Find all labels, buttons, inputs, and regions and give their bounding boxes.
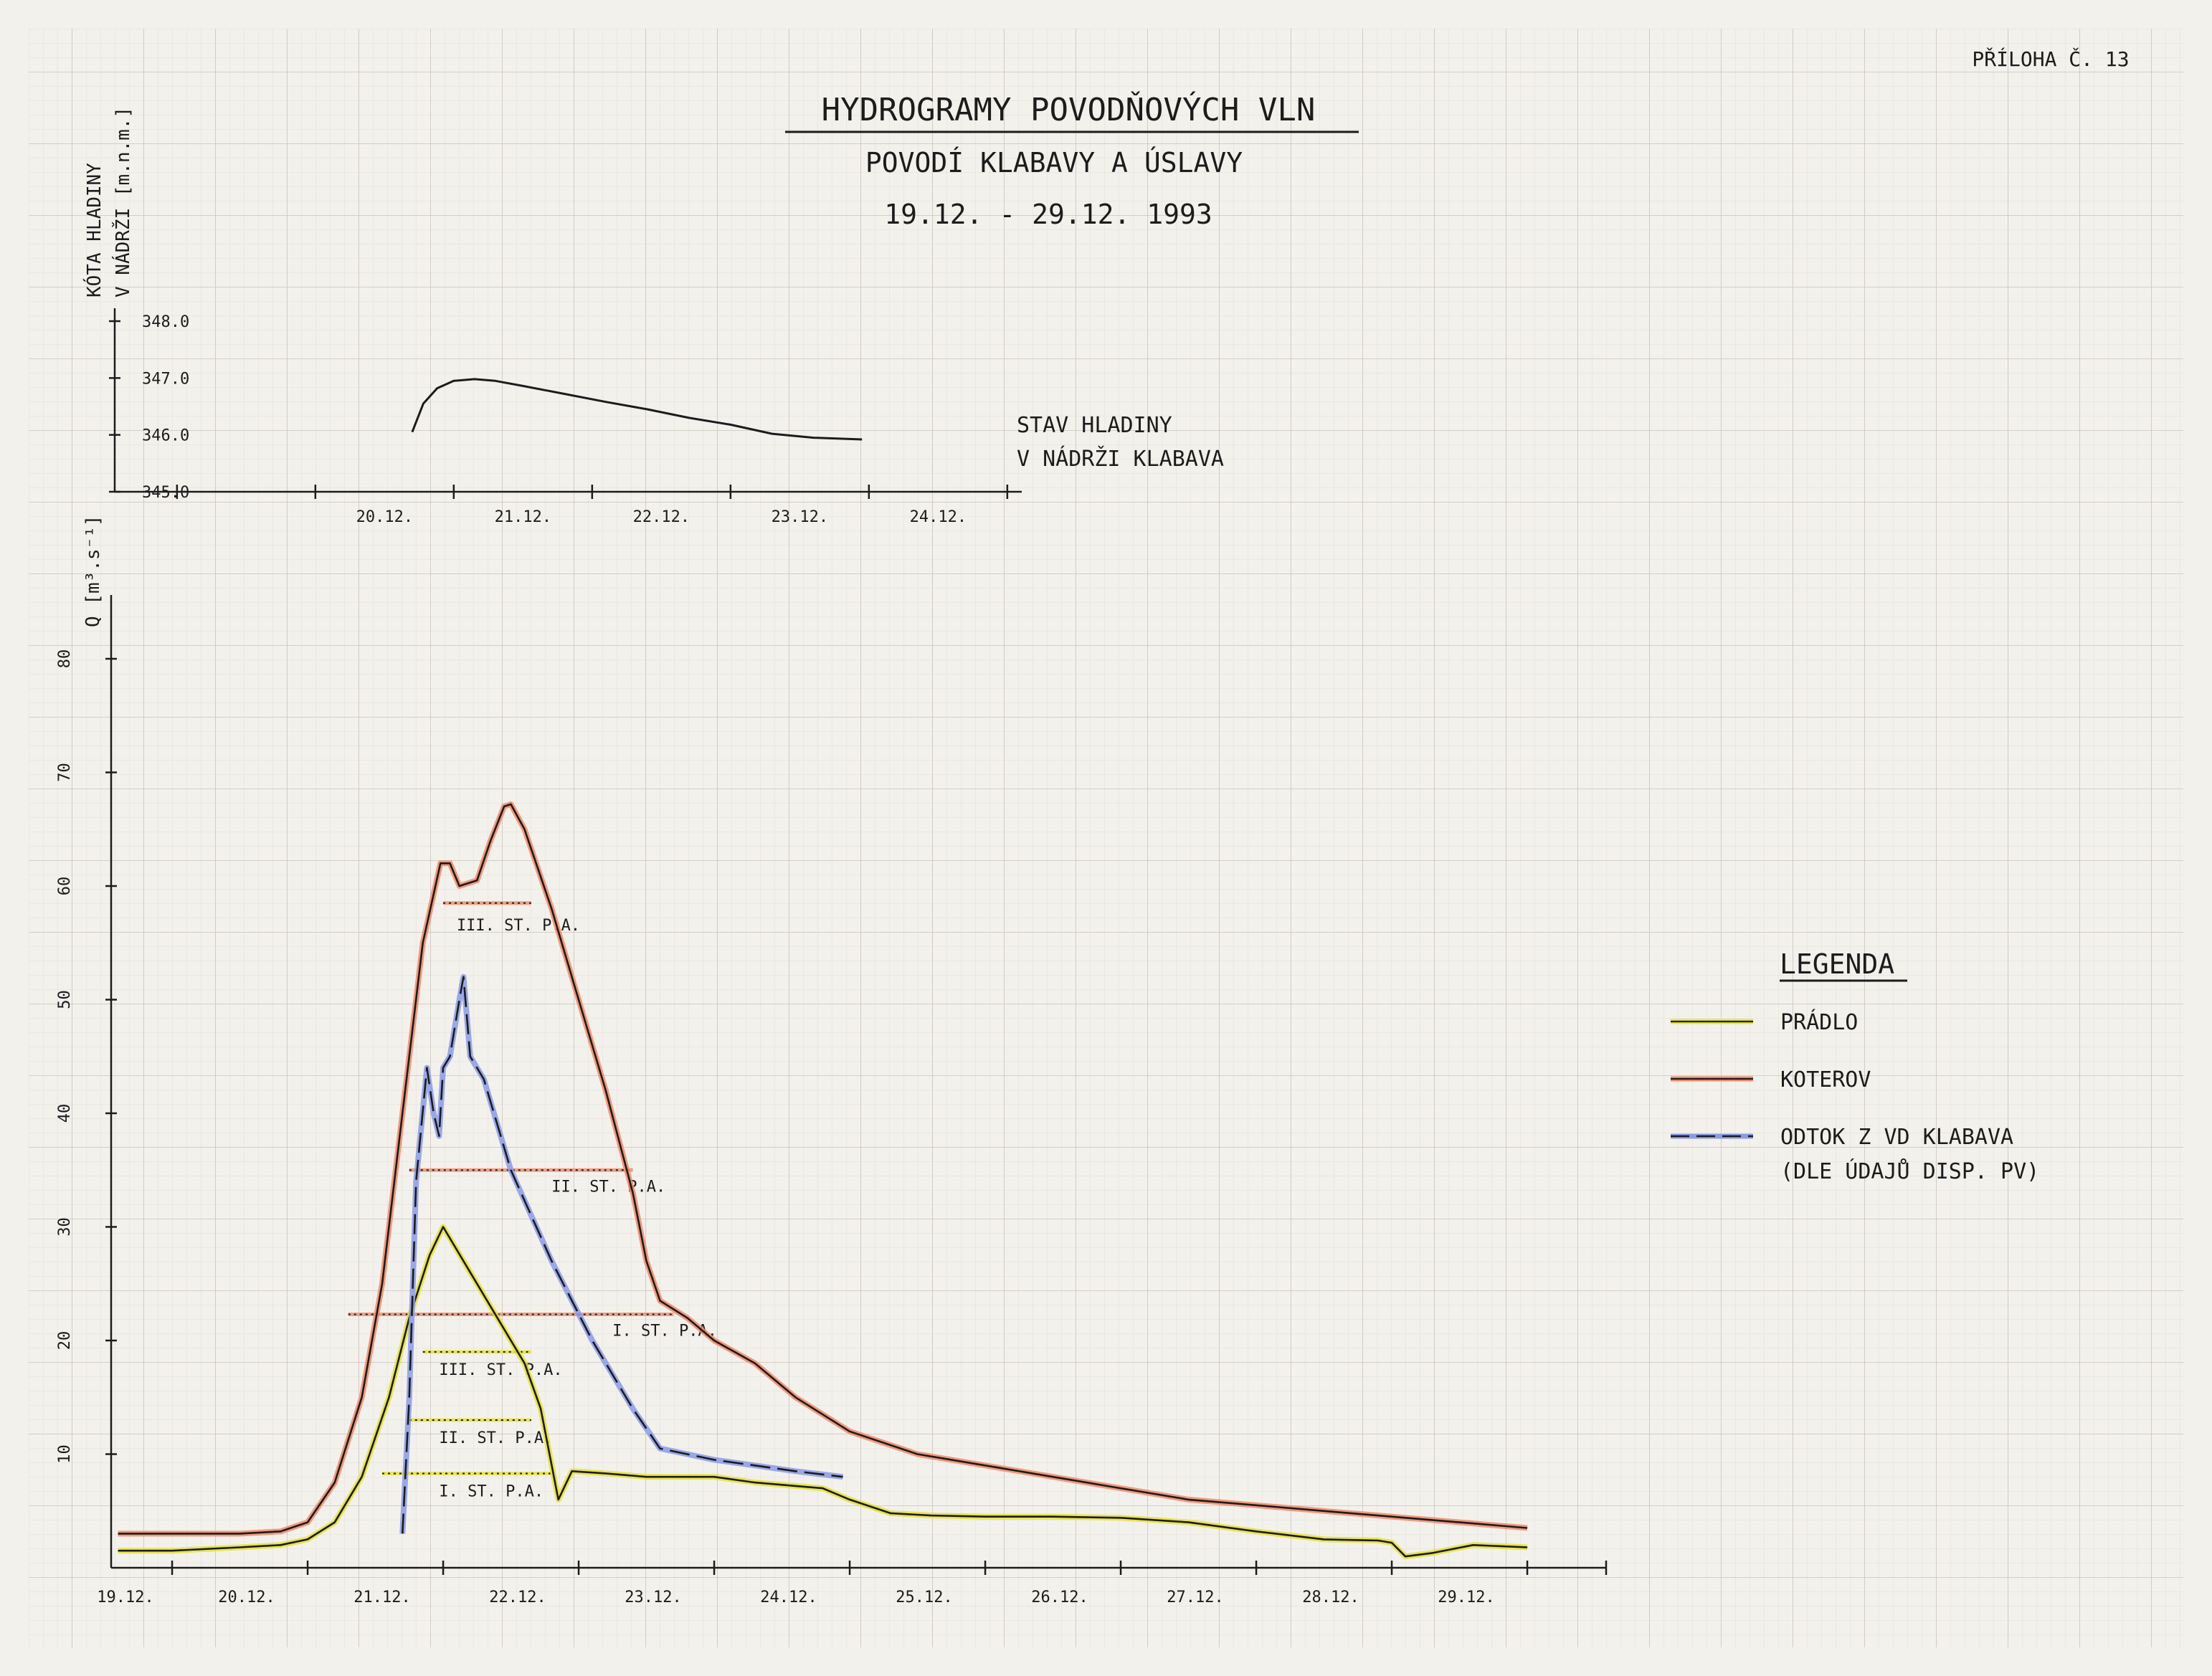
main-chart-ylabel: Q [m³.s⁻¹] — [82, 515, 104, 627]
top-ytick-label: 347.0 — [142, 370, 189, 388]
reservoir-level-chart: 345.0 346.0 347.0 348.0 20.12. 21.12. 22.12. 23… — [109, 308, 1022, 526]
main-xtick-label: 19.12. — [97, 1589, 153, 1606]
series-line-klabava — [402, 976, 843, 1534]
main-xtick-label: 21.12. — [353, 1589, 410, 1606]
top-chart-ylabel-line1: KÓTA HLADINY — [82, 163, 105, 297]
threshold-label: III. ST. P.A. — [439, 1361, 562, 1379]
top-xtick-label: 23.12. — [772, 508, 828, 526]
top-xtick-label: 22.12. — [633, 508, 690, 526]
top-chart-ylabel-line2: V NÁDRŽI [m.n.m.] — [111, 107, 134, 297]
main-xtick-label: 26.12. — [1031, 1589, 1088, 1606]
main-ytick-label: 80 — [56, 649, 74, 669]
main-ytick-label: 70 — [56, 763, 74, 782]
legend-item-koterov: KOTEROV — [1671, 1067, 1871, 1092]
top-series-line — [411, 378, 863, 441]
legend-label-klabava: ODTOK Z VD KLABAVA — [1780, 1125, 2013, 1150]
main-ytick-label: 50 — [56, 990, 74, 1009]
main-xtick-label: 28.12. — [1302, 1589, 1359, 1606]
top-series-label-line1: STAV HLADINY — [1017, 413, 1172, 438]
legend-title: LEGENDA — [1780, 948, 1894, 980]
main-ytick-label: 10 — [56, 1444, 74, 1464]
top-xtick-label: 20.12. — [356, 508, 413, 526]
main-ytick-label: 40 — [56, 1104, 74, 1123]
main-xtick-label: 27.12. — [1167, 1589, 1223, 1606]
threshold-label: II. ST. P.A. — [551, 1178, 665, 1196]
threshold-label: II. ST. P.A. — [439, 1429, 553, 1447]
discharge-chart: 10 20 30 40 50 60 70 80 19.12. 20.12. 21.12. 22.12.… — [56, 595, 1608, 1606]
page-title: HYDROGRAMY POVODŇOVÝCH VLN — [822, 90, 1316, 128]
legend-label-koterov: KOTEROV — [1780, 1067, 1871, 1092]
top-xtick-label: 24.12. — [910, 508, 967, 526]
main-ytick-label: 20 — [56, 1331, 74, 1351]
main-ytick-label: 30 — [56, 1217, 74, 1237]
threshold-label: III. ST. P.A. — [457, 917, 580, 935]
main-xtick-label: 29.12. — [1438, 1589, 1494, 1606]
legend: PRÁDLO KOTEROV ODTOK Z VD KLABAVA (DLE Ú… — [1671, 1009, 2039, 1184]
main-xtick-label: 24.12. — [760, 1589, 817, 1606]
annex-label: PŘÍLOHA Č. 13 — [1972, 47, 2129, 71]
main-xtick-label: 23.12. — [625, 1589, 681, 1606]
page-subtitle: POVODÍ KLABAVY A ÚSLAVY — [865, 147, 1243, 178]
series-line-koterov — [118, 803, 1528, 1535]
legend-item-klabava: ODTOK Z VD KLABAVA (DLE ÚDAJŮ DISP. PV) — [1671, 1125, 2039, 1184]
legend-label-pradlo: PRÁDLO — [1780, 1009, 1858, 1035]
top-ytick-label: 348.0 — [142, 313, 189, 331]
series-line-pradlo — [118, 1226, 1528, 1558]
legend-label-klabava-line2: (DLE ÚDAJŮ DISP. PV) — [1780, 1158, 2039, 1184]
legend-item-pradlo: PRÁDLO — [1671, 1009, 1858, 1035]
top-xtick-label: 21.12. — [495, 508, 551, 526]
top-series-label-line2: V NÁDRŽI KLABAVA — [1017, 446, 1224, 472]
main-xtick-label: 20.12. — [218, 1589, 275, 1606]
main-xtick-label: 22.12. — [489, 1589, 546, 1606]
threshold-label: I. ST. P.A. — [439, 1482, 543, 1500]
main-xtick-label: 25.12. — [896, 1589, 952, 1606]
top-ytick-label: 346.0 — [142, 427, 189, 445]
main-ytick-label: 60 — [56, 877, 74, 896]
top-ytick-label: 345.0 — [142, 484, 189, 502]
date-range: 19.12. - 29.12. 1993 — [884, 199, 1212, 230]
graph-paper-grid — [29, 29, 2183, 1647]
